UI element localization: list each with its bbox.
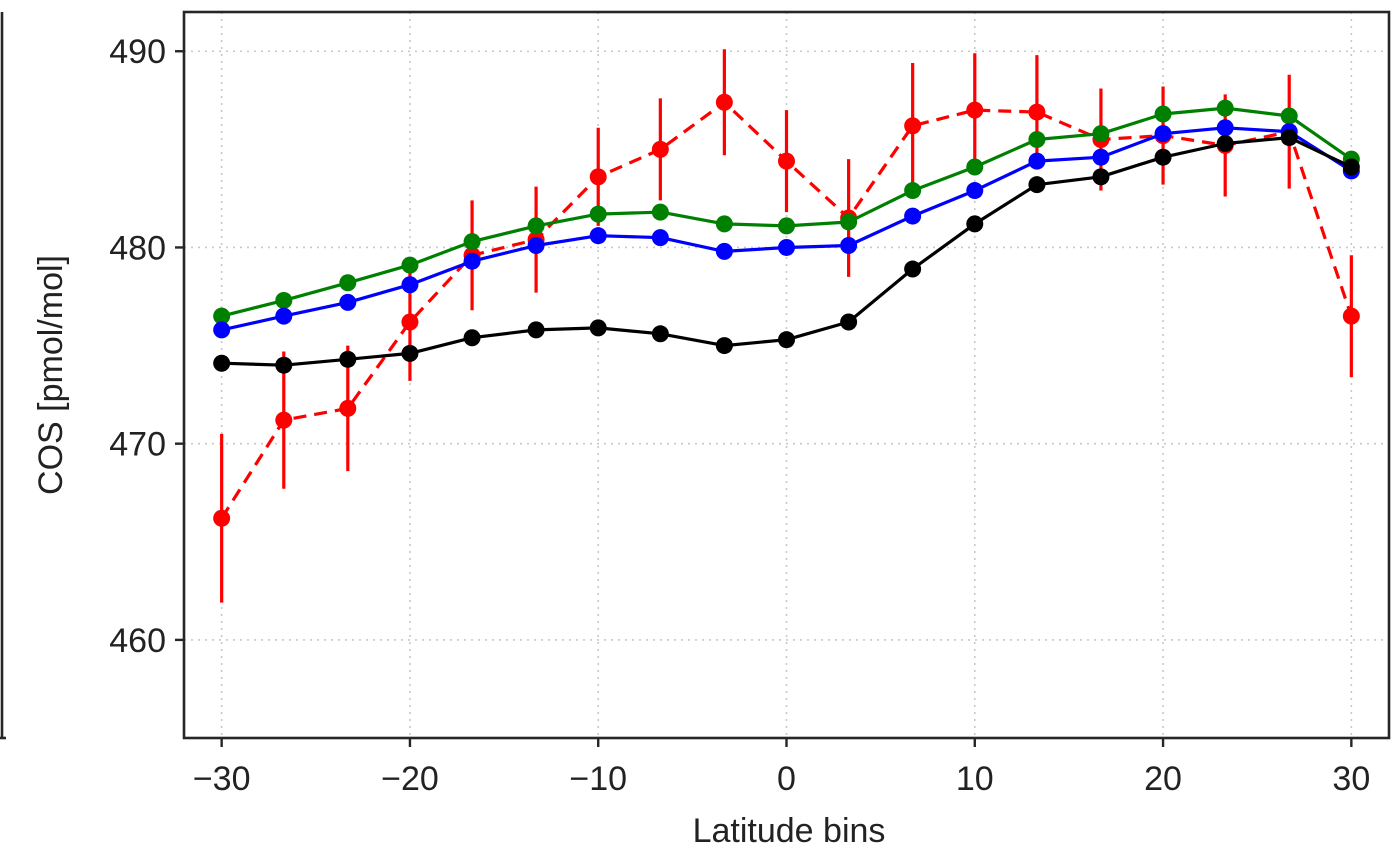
x-tick-label: 10 (956, 760, 994, 798)
y-tick-label: 480 (109, 229, 166, 267)
data-point (527, 217, 545, 235)
data-point (651, 229, 669, 247)
data-point (463, 233, 481, 251)
data-series (213, 49, 1360, 603)
data-point (840, 236, 858, 254)
axis-ticks: −30 −20 −10 0 10 20 30 460 470 480 490 (109, 33, 1370, 798)
data-point (275, 307, 293, 325)
data-point (1028, 152, 1046, 170)
y-tick-label: 470 (109, 426, 166, 464)
data-point (778, 152, 795, 170)
data-point (1092, 125, 1110, 143)
data-point (904, 182, 922, 200)
data-point (589, 227, 607, 245)
data-point (904, 117, 922, 135)
data-point (213, 307, 231, 325)
data-point (715, 93, 733, 111)
data-point (463, 252, 481, 270)
y-tick-label: 460 (109, 622, 166, 660)
x-tick-label: −20 (381, 760, 439, 798)
series-1 (213, 99, 1360, 325)
x-tick-label: 20 (1144, 760, 1182, 798)
x-axis-label: Latitude bins (693, 812, 886, 850)
data-point (401, 344, 419, 362)
data-point (1092, 148, 1110, 166)
data-point (651, 203, 669, 221)
data-point (463, 329, 481, 347)
data-point (1342, 158, 1360, 176)
data-point (275, 291, 293, 309)
data-point (213, 509, 231, 527)
data-point (840, 213, 858, 231)
data-point (715, 337, 733, 355)
data-point (778, 331, 795, 349)
data-point (1154, 148, 1172, 166)
data-point (1028, 176, 1046, 194)
data-point (1154, 125, 1172, 143)
x-tick-label: −30 (193, 760, 251, 798)
x-tick-label: 0 (777, 760, 796, 798)
data-point (1028, 131, 1046, 149)
data-point (966, 215, 984, 233)
data-point (527, 321, 545, 339)
data-point (339, 399, 357, 417)
data-point (589, 205, 607, 223)
x-tick-label: −10 (569, 760, 627, 798)
data-point (275, 411, 293, 429)
series-3 (213, 129, 1360, 374)
data-point (339, 293, 357, 311)
data-point (401, 276, 419, 294)
y-axis-label: COS [pmol/mol] (32, 255, 70, 495)
data-point (213, 321, 231, 339)
data-point (651, 140, 669, 158)
data-point (1154, 105, 1172, 123)
data-point (966, 182, 984, 200)
data-point (966, 101, 984, 119)
data-point (840, 313, 858, 331)
data-point (527, 236, 545, 254)
data-point (339, 350, 357, 368)
data-point (966, 158, 984, 176)
data-point (1028, 103, 1046, 121)
data-point (275, 356, 293, 374)
data-point (213, 354, 231, 372)
data-point (1216, 119, 1234, 137)
data-point (401, 256, 419, 274)
data-point (1216, 134, 1234, 152)
data-point (904, 207, 922, 225)
data-point (1280, 107, 1298, 125)
data-point (401, 313, 419, 331)
y-tick-label: 490 (109, 33, 166, 71)
data-point (715, 242, 733, 260)
data-point (778, 238, 795, 256)
x-tick-label: 30 (1332, 760, 1370, 798)
data-point (904, 260, 922, 278)
data-point (339, 274, 357, 292)
data-point (589, 319, 607, 337)
data-point (715, 215, 733, 233)
data-point (778, 217, 795, 235)
data-point (1342, 307, 1360, 325)
data-point (1092, 168, 1110, 186)
data-point (589, 168, 607, 186)
data-point (1216, 99, 1234, 117)
data-point (651, 325, 669, 343)
data-point (1280, 129, 1298, 147)
